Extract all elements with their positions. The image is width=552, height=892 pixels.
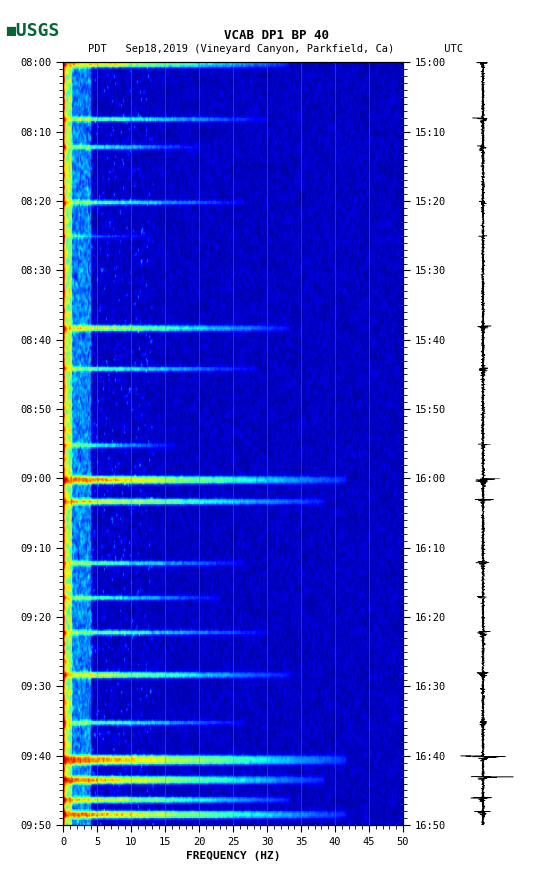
Text: PDT   Sep18,2019 (Vineyard Canyon, Parkfield, Ca)        UTC: PDT Sep18,2019 (Vineyard Canyon, Parkfie… <box>88 44 464 54</box>
Text: ◼USGS: ◼USGS <box>6 22 60 40</box>
Text: VCAB DP1 BP 40: VCAB DP1 BP 40 <box>224 29 328 43</box>
X-axis label: FREQUENCY (HZ): FREQUENCY (HZ) <box>186 851 280 861</box>
